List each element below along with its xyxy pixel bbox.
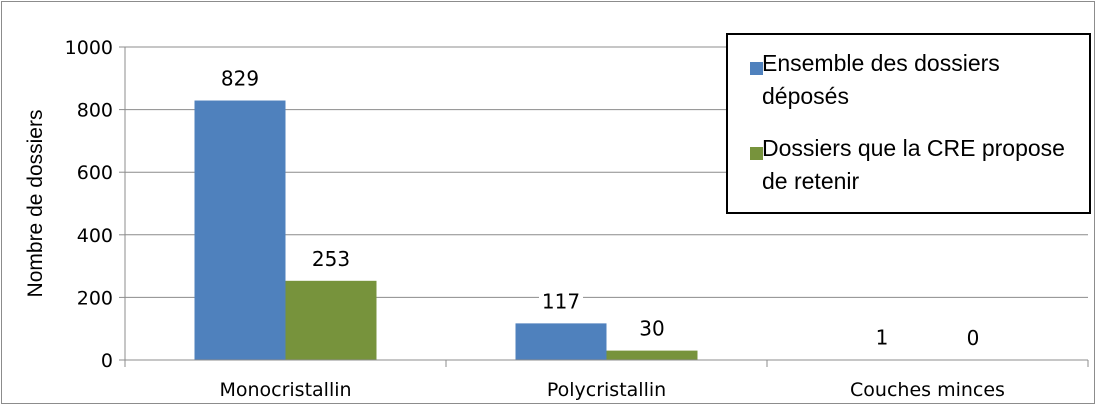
- y-tick-label: 400: [77, 225, 113, 247]
- bar-total: [194, 100, 286, 360]
- y-tick-label: 800: [77, 100, 113, 122]
- data-label-backdrop: [309, 246, 353, 272]
- y-tick-label: 0: [101, 350, 113, 372]
- data-label: 253: [312, 247, 350, 271]
- legend-swatch-total: [750, 62, 763, 75]
- legend-label-total: Ensemble des dossiers déposés: [762, 50, 1000, 109]
- data-label: 30: [639, 317, 664, 341]
- data-label: 0: [967, 326, 980, 350]
- bar-retained: [606, 350, 698, 360]
- category-label: Monocristallin: [219, 379, 351, 401]
- data-label: 1: [876, 326, 889, 350]
- category-label: Couches minces: [850, 379, 1005, 401]
- bar-total: [515, 323, 607, 360]
- legend-swatch-retained: [750, 147, 763, 160]
- legend-label-retained: Dossiers que la CRE propose de retenir: [762, 135, 1065, 194]
- bar-retained: [285, 280, 377, 360]
- legend: Ensemble des dossiers déposés Dossiers q…: [726, 33, 1091, 214]
- data-label-backdrop: [630, 316, 674, 342]
- y-tick-label: 600: [77, 162, 113, 184]
- data-label-backdrop: [539, 289, 583, 315]
- data-label: 117: [542, 289, 580, 313]
- y-tick-label: 1000: [65, 37, 113, 59]
- y-axis-label: Nombre de dossiers: [24, 110, 47, 298]
- data-label-backdrop: [218, 66, 262, 92]
- data-label-backdrop: [860, 325, 904, 351]
- data-label-backdrop: [951, 326, 995, 351]
- category-label: Polycristallin: [547, 379, 666, 401]
- y-tick-label: 200: [77, 287, 113, 309]
- data-label: 829: [221, 67, 259, 91]
